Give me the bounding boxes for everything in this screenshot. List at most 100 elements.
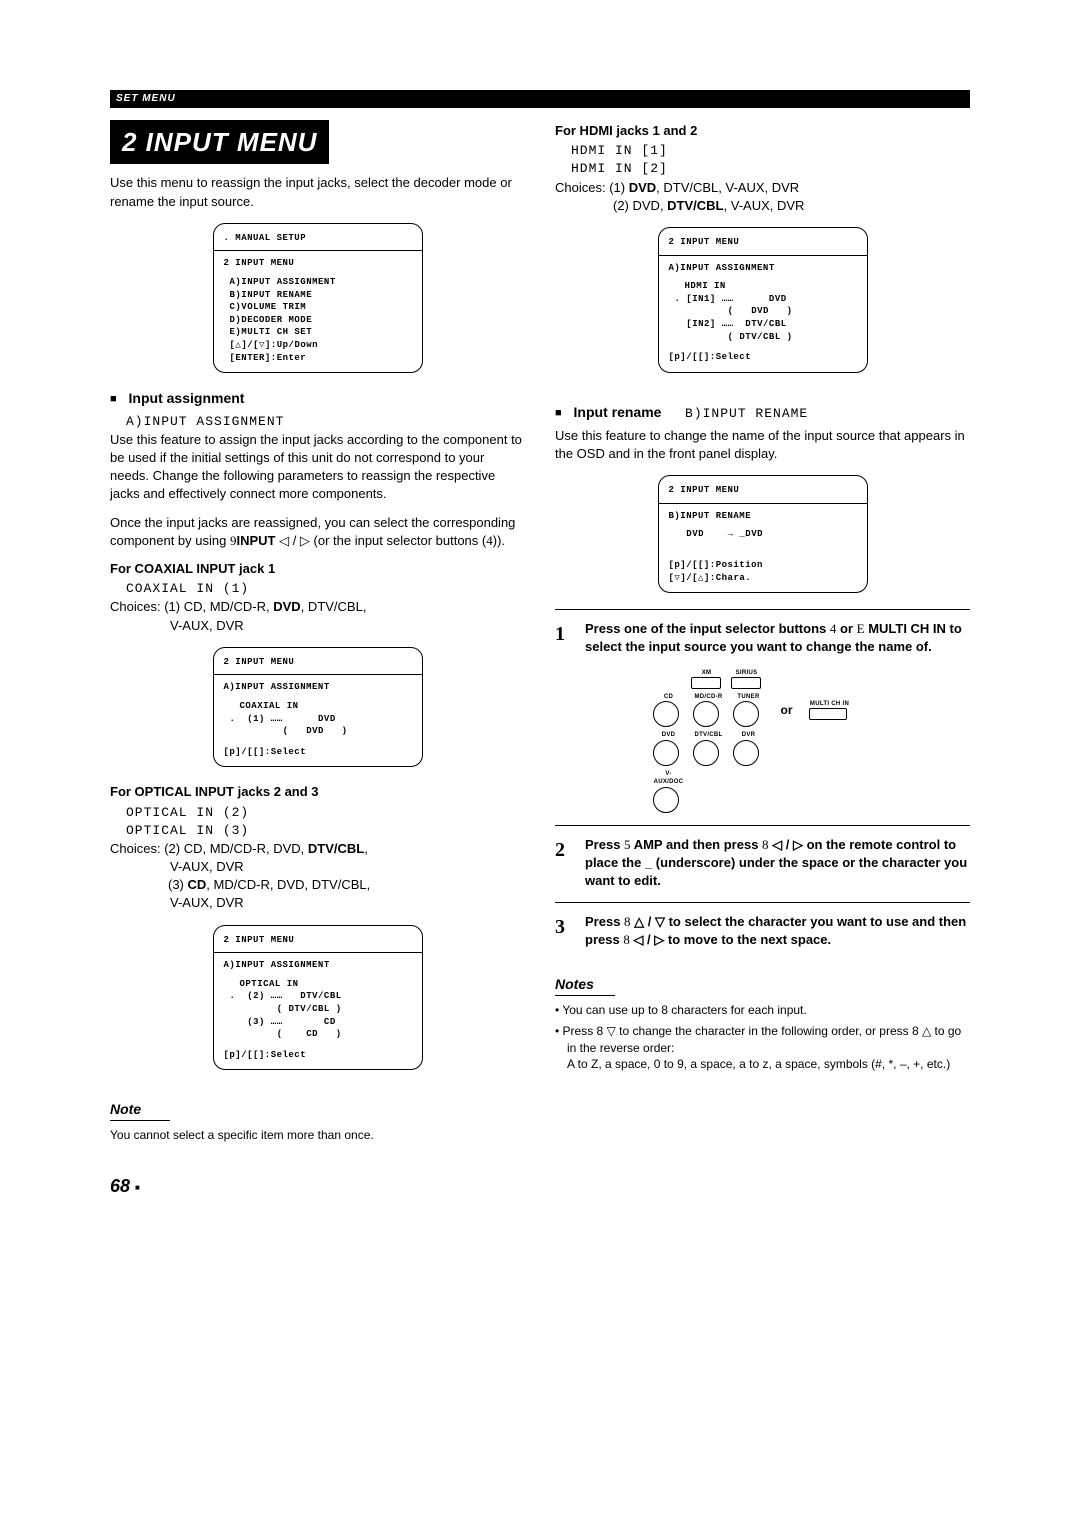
osd-hint: [p]/[[]:Position xyxy=(669,559,857,572)
osd-hdmi: 2 INPUT MENU A)INPUT ASSIGNMENT HDMI IN … xyxy=(658,227,868,373)
osd-rename: 2 INPUT MENU B)INPUT RENAME DVD → _DVD [… xyxy=(658,475,868,593)
or-text: or xyxy=(781,702,793,719)
osd-line: . (2) …… DTV/CBL xyxy=(230,990,412,1003)
lcd-hdmi-2: HDMI IN [2] xyxy=(571,160,970,178)
osd-line: . (1) …… DVD xyxy=(230,713,412,726)
heading-input-assignment: ■ Input assignment xyxy=(110,389,525,409)
text: Press xyxy=(585,914,624,929)
input-assignment-para2: Once the input jacks are reassigned, you… xyxy=(110,514,525,550)
btn-label: V-AUX/DOC xyxy=(653,770,685,787)
osd-manual-setup: . MANUAL SETUP 2 INPUT MENU A)INPUT ASSI… xyxy=(213,223,423,373)
osd-hint: [p]/[[]:Select xyxy=(669,351,857,364)
osd-line: HDMI IN xyxy=(685,280,857,293)
lcd-optical-2: OPTICAL IN (2) xyxy=(126,804,525,822)
step-body: Press 8 △ / ▽ to select the character yo… xyxy=(585,913,970,949)
osd-hint: [▽]/[△]:Chara. xyxy=(669,572,857,585)
text-bold: AMP xyxy=(634,837,663,852)
remote-button-icon xyxy=(691,677,721,689)
btn-label: CD xyxy=(653,693,685,701)
osd-line: ( DTV/CBL ) xyxy=(230,1003,412,1016)
text-bold: DVD xyxy=(629,180,656,195)
osd-line: ( DTV/CBL ) xyxy=(675,331,857,344)
text-bold: MULTI CH IN xyxy=(868,621,946,636)
input-assignment-para1: Use this feature to assign the input jac… xyxy=(110,431,525,504)
step-body: Press one of the input selector buttons … xyxy=(585,620,970,656)
right-column: For HDMI jacks 1 and 2 HDMI IN [1] HDMI … xyxy=(555,120,970,1144)
text: , DTV/CBL, V-AUX, DVR xyxy=(656,180,799,195)
btn-label: TUNER xyxy=(733,693,765,701)
optical-choices: Choices: (2) CD, MD/CD-R, DVD, DTV/CBL, … xyxy=(110,840,525,913)
osd-sub: A)INPUT ASSIGNMENT xyxy=(669,262,857,275)
osd-optical: 2 INPUT MENU A)INPUT ASSIGNMENT OPTICAL … xyxy=(213,925,423,1071)
text: , DTV/CBL, xyxy=(301,599,367,614)
step-number: 1 xyxy=(555,620,573,656)
note-label: Note xyxy=(110,1100,170,1121)
osd-line: DVD → _DVD xyxy=(675,528,857,541)
lcd-optical-3: OPTICAL IN (3) xyxy=(126,822,525,840)
remote-button-icon xyxy=(809,708,847,720)
text: Choices: (1) xyxy=(555,180,629,195)
text: Choices: (2) CD, MD/CD-R, DVD, xyxy=(110,841,308,856)
osd-title: 2 INPUT MENU xyxy=(669,484,857,497)
subheading-hdmi: For HDMI jacks 1 and 2 xyxy=(555,122,970,140)
step-body: Press 5 AMP and then press 8 ◁ / ▷ on th… xyxy=(585,836,970,891)
ref-5: 5 xyxy=(624,837,631,852)
osd-line: B)INPUT RENAME xyxy=(230,289,412,302)
text: and then press xyxy=(662,837,762,852)
text: V-AUX, DVR xyxy=(170,618,244,633)
text: , xyxy=(364,841,368,856)
note-item: Press 8 ▽ to change the character in the… xyxy=(555,1023,970,1073)
page-num-text: 68 xyxy=(110,1176,130,1196)
btn-label: XM xyxy=(691,669,723,677)
osd-title: . MANUAL SETUP xyxy=(224,232,412,245)
osd-title: 2 INPUT MENU xyxy=(224,656,412,669)
text: )). xyxy=(493,533,505,548)
remote-button-icon xyxy=(731,677,761,689)
btn-label: DVD xyxy=(653,731,685,739)
intro-text: Use this menu to reassign the input jack… xyxy=(110,174,525,210)
text: (2) DVD, xyxy=(613,198,667,213)
lcd-coaxial: COAXIAL IN (1) xyxy=(126,580,525,598)
note-text: You cannot select a specific item more t… xyxy=(110,1127,525,1144)
subheading-optical: For OPTICAL INPUT jacks 2 and 3 xyxy=(110,783,525,801)
page-number: 68 ■ xyxy=(110,1174,970,1199)
remote-button-icon xyxy=(653,740,679,766)
text-bold: INPUT xyxy=(236,533,275,548)
osd-title: 2 INPUT MENU xyxy=(669,236,857,249)
remote-button-icon xyxy=(693,701,719,727)
text-bold: DVD xyxy=(273,599,300,614)
step-3: 3 Press 8 △ / ▽ to select the character … xyxy=(555,902,970,949)
btn-label: MD/CD-R xyxy=(693,693,725,701)
text: (3) xyxy=(168,877,188,892)
step-1: 1 Press one of the input selector button… xyxy=(555,609,970,656)
square-bullet-icon: ■ xyxy=(110,393,117,405)
remote-button-icon xyxy=(733,701,759,727)
lcd-hdmi-1: HDMI IN [1] xyxy=(571,142,970,160)
square-icon: ■ xyxy=(135,1183,140,1192)
osd-hint: [p]/[[]:Select xyxy=(224,1049,412,1062)
text: ◁ / ▷ (or the input selector buttons ( xyxy=(275,533,486,548)
text: A to Z, a space, 0 to 9, a space, a to z… xyxy=(567,1057,950,1071)
main-columns: 2 INPUT MENU Use this menu to reassign t… xyxy=(110,120,970,1144)
btn-label: DVR xyxy=(733,731,765,739)
lcd-input-rename: B)INPUT RENAME xyxy=(685,406,808,421)
btn-label: SIRIUS xyxy=(731,669,763,677)
text: Press one of the input selector buttons xyxy=(585,621,830,636)
text: Press xyxy=(585,837,624,852)
subheading-coaxial: For COAXIAL INPUT jack 1 xyxy=(110,560,525,578)
heading-text: Input rename xyxy=(574,404,662,420)
step-2: 2 Press 5 AMP and then press 8 ◁ / ▷ on … xyxy=(555,825,970,891)
text: V-AUX, DVR xyxy=(170,895,244,910)
btn-label: MULTI CH IN xyxy=(809,700,851,708)
text: or xyxy=(836,621,856,636)
osd-line: ( DVD ) xyxy=(230,725,412,738)
hdmi-choices: Choices: (1) DVD, DTV/CBL, V-AUX, DVR (2… xyxy=(555,179,970,215)
btn-label: DTV/CBL xyxy=(693,731,725,739)
note-item: You can use up to 8 characters for each … xyxy=(555,1002,970,1019)
remote-button-icon xyxy=(653,701,679,727)
heading-text: Input assignment xyxy=(129,390,245,406)
osd-sub: A)INPUT ASSIGNMENT xyxy=(224,959,412,972)
input-rename-para: Use this feature to change the name of t… xyxy=(555,427,970,463)
osd-sub: 2 INPUT MENU xyxy=(224,257,412,270)
ref-E: E xyxy=(857,621,865,636)
